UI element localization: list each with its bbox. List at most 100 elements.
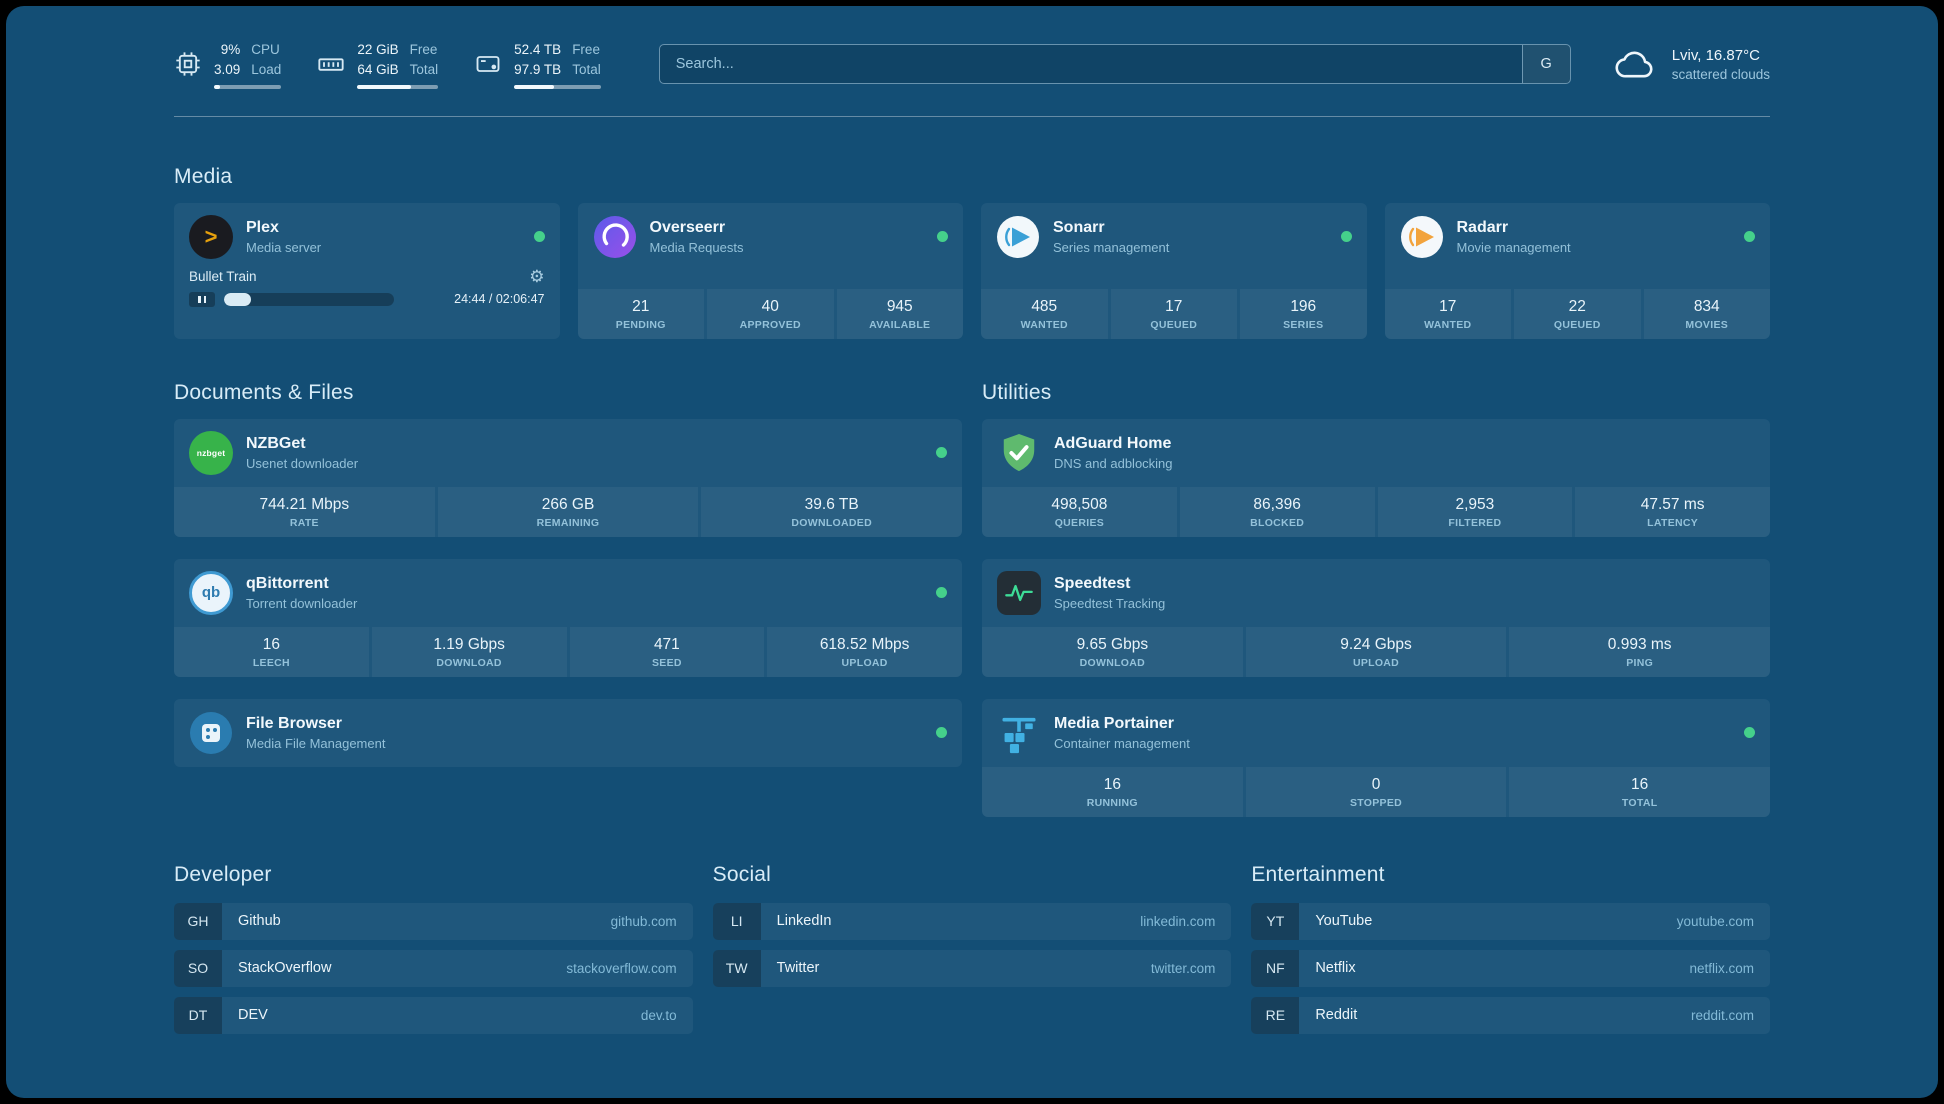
bookmark-abbr: RE	[1251, 996, 1300, 1034]
memory-total-label: Total	[409, 62, 439, 78]
stat-block: 39.6 TB DOWNLOADED	[701, 486, 962, 537]
status-dot	[936, 447, 947, 458]
bookmark-linkedin[interactable]: LI LinkedIn linkedin.com	[712, 902, 1232, 940]
dashboard-content: 9% 3.09 CPU Load	[6, 6, 1938, 1064]
bookmark-domain: netflix.com	[1689, 960, 1754, 976]
weather-condition: scattered clouds	[1671, 66, 1770, 82]
weather-widget: Lviv, 16.87°C scattered clouds	[1613, 45, 1770, 83]
service-card-portainer[interactable]: Media Portainer Container management 16 …	[982, 698, 1770, 817]
service-card-radarr[interactable]: Radarr Movie management 17 WANTED 22 QUE…	[1384, 202, 1770, 339]
service-subtitle: Speedtest Tracking	[1054, 595, 1166, 611]
service-name: Plex	[246, 218, 279, 236]
bookmark-domain: twitter.com	[1150, 960, 1216, 976]
bookmark-netflix[interactable]: NF Netflix netflix.com	[1251, 949, 1770, 987]
stat-block: 618.52 Mbps UPLOAD	[767, 626, 962, 677]
bookmark-domain: linkedin.com	[1140, 913, 1216, 929]
service-card-qbittorrent[interactable]: qb qBittorrent Torrent downloader 16 LEE…	[174, 558, 962, 677]
topbar-divider	[174, 115, 1770, 117]
bookmark-name: Reddit	[1315, 1007, 1358, 1023]
filebrowser-icon	[189, 711, 233, 755]
service-subtitle: Media Requests	[649, 239, 744, 255]
search-input[interactable]	[659, 45, 1522, 84]
stat-block: 9.65 Gbps DOWNLOAD	[982, 626, 1243, 677]
disk-icon	[476, 56, 500, 73]
search-provider-button[interactable]: G	[1521, 45, 1570, 84]
overseerr-icon	[593, 215, 637, 259]
cloud-icon	[1615, 51, 1653, 78]
service-stats: 9.65 Gbps DOWNLOAD 9.24 Gbps UPLOAD 0.99…	[982, 626, 1770, 677]
radarr-icon	[1400, 215, 1444, 259]
pause-button[interactable]	[189, 291, 215, 307]
bookmark-domain: dev.to	[640, 1007, 677, 1023]
utilities-section-title: Utilities	[982, 380, 1052, 404]
playback-progress-bar[interactable]	[224, 292, 394, 306]
stat-block: 9.24 Gbps UPLOAD	[1245, 626, 1507, 677]
resource-memory-body: 22 GiB 64 GiB Free Total	[357, 40, 439, 89]
service-stats: 21 PENDING 40 APPROVED 945 AVAILABLE	[577, 288, 963, 339]
memory-free-value: 22 GiB	[357, 42, 399, 57]
memory-icon	[318, 58, 344, 72]
stat-block: 0 STOPPED	[1245, 766, 1507, 817]
speedtest-pulse-icon	[997, 570, 1041, 615]
service-card-plex[interactable]: > Plex Media server Bullet Train ⚙	[174, 202, 560, 339]
bookmark-abbr: TW	[712, 949, 761, 987]
disk-free-label: Free	[572, 42, 600, 57]
now-playing-title: Bullet Train	[189, 268, 257, 284]
bookmark-github[interactable]: GH Github github.com	[174, 902, 693, 940]
resource-widget-cpu: 9% 3.09 CPU Load	[174, 40, 282, 89]
stat-block: 16 LEECH	[174, 626, 369, 677]
service-name: Overseerr	[649, 218, 726, 236]
media-grid: > Plex Media server Bullet Train ⚙	[174, 202, 1770, 339]
bookmark-abbr: NF	[1251, 949, 1300, 987]
bookmark-youtube[interactable]: YT YouTube youtube.com	[1251, 902, 1770, 940]
bookmark-dev[interactable]: DT DEV dev.to	[174, 996, 693, 1034]
stat-block: 266 GB REMAINING	[437, 486, 699, 537]
bookmark-group-entertainment: Entertainment YT YouTube youtube.com NF …	[1251, 863, 1770, 1034]
bookmark-abbr: SO	[174, 949, 222, 987]
playback-time: 24:44 / 02:06:47	[454, 292, 545, 306]
service-stats: 16 LEECH 1.19 Gbps DOWNLOAD 471 SEED 6	[174, 626, 962, 677]
topbar: 9% 3.09 CPU Load	[174, 40, 1770, 89]
status-dot	[936, 587, 947, 598]
stat-block: 17 WANTED	[1384, 288, 1511, 339]
cpu-load-label: Load	[251, 62, 282, 78]
service-name: qBittorrent	[246, 574, 329, 592]
bookmark-group-title: Entertainment	[1251, 862, 1385, 886]
bookmark-stackoverflow[interactable]: SO StackOverflow stackoverflow.com	[174, 949, 693, 987]
stat-block: 2,953 FILTERED	[1377, 486, 1573, 537]
service-card-sonarr[interactable]: Sonarr Series management 485 WANTED 17 Q…	[981, 202, 1367, 339]
service-stats: 485 WANTED 17 QUEUED 196 SERIES	[981, 288, 1367, 339]
service-card-nzbget[interactable]: nzbget NZBGet Usenet downloader 744.21 M…	[174, 418, 962, 537]
cpu-usage-label: CPU	[251, 42, 280, 57]
bookmark-reddit[interactable]: RE Reddit reddit.com	[1251, 996, 1770, 1034]
service-name: Media Portainer	[1054, 714, 1175, 732]
two-column-sections: Documents & Files nzbget NZBGet Usenet d…	[174, 381, 1770, 817]
service-card-overseerr[interactable]: Overseerr Media Requests 21 PENDING 40 A…	[577, 202, 963, 339]
section-utilities: Utilities AdGuard Home DNS and adblockin…	[982, 381, 1770, 817]
bookmark-twitter[interactable]: TW Twitter twitter.com	[712, 949, 1232, 987]
stat-block: 40 APPROVED	[707, 288, 834, 339]
adguard-shield-icon	[997, 431, 1041, 475]
service-subtitle: Torrent downloader	[246, 595, 358, 611]
service-stats: 498,508 QUERIES 86,396 BLOCKED 2,953 FIL…	[982, 486, 1770, 537]
service-name: AdGuard Home	[1054, 434, 1172, 452]
service-name: NZBGet	[246, 434, 306, 452]
bookmark-domain: stackoverflow.com	[566, 960, 677, 976]
stat-block: 744.21 Mbps RATE	[174, 486, 435, 537]
service-card-filebrowser[interactable]: File Browser Media File Management	[174, 698, 962, 767]
service-card-adguard[interactable]: AdGuard Home DNS and adblocking 498,508 …	[982, 418, 1770, 537]
sonarr-icon	[996, 215, 1040, 259]
bookmark-domain: youtube.com	[1676, 913, 1754, 929]
service-stats: 16 RUNNING 0 STOPPED 16 TOTAL	[982, 766, 1770, 817]
media-section-title: Media	[174, 164, 233, 188]
weather-text: Lviv, 16.87°C scattered clouds	[1672, 47, 1770, 82]
cpu-progress-bar	[214, 84, 282, 89]
bookmark-name: StackOverflow	[238, 960, 332, 976]
service-card-speedtest[interactable]: Speedtest Speedtest Tracking 9.65 Gbps D…	[982, 558, 1770, 677]
section-documents: Documents & Files nzbget NZBGet Usenet d…	[174, 381, 962, 817]
stat-block: 498,508 QUERIES	[982, 486, 1177, 537]
stat-block: 1.19 Gbps DOWNLOAD	[371, 626, 567, 677]
stat-block: 22 QUEUED	[1514, 288, 1641, 339]
gear-icon[interactable]: ⚙	[529, 266, 545, 286]
service-subtitle: Media File Management	[246, 735, 386, 751]
